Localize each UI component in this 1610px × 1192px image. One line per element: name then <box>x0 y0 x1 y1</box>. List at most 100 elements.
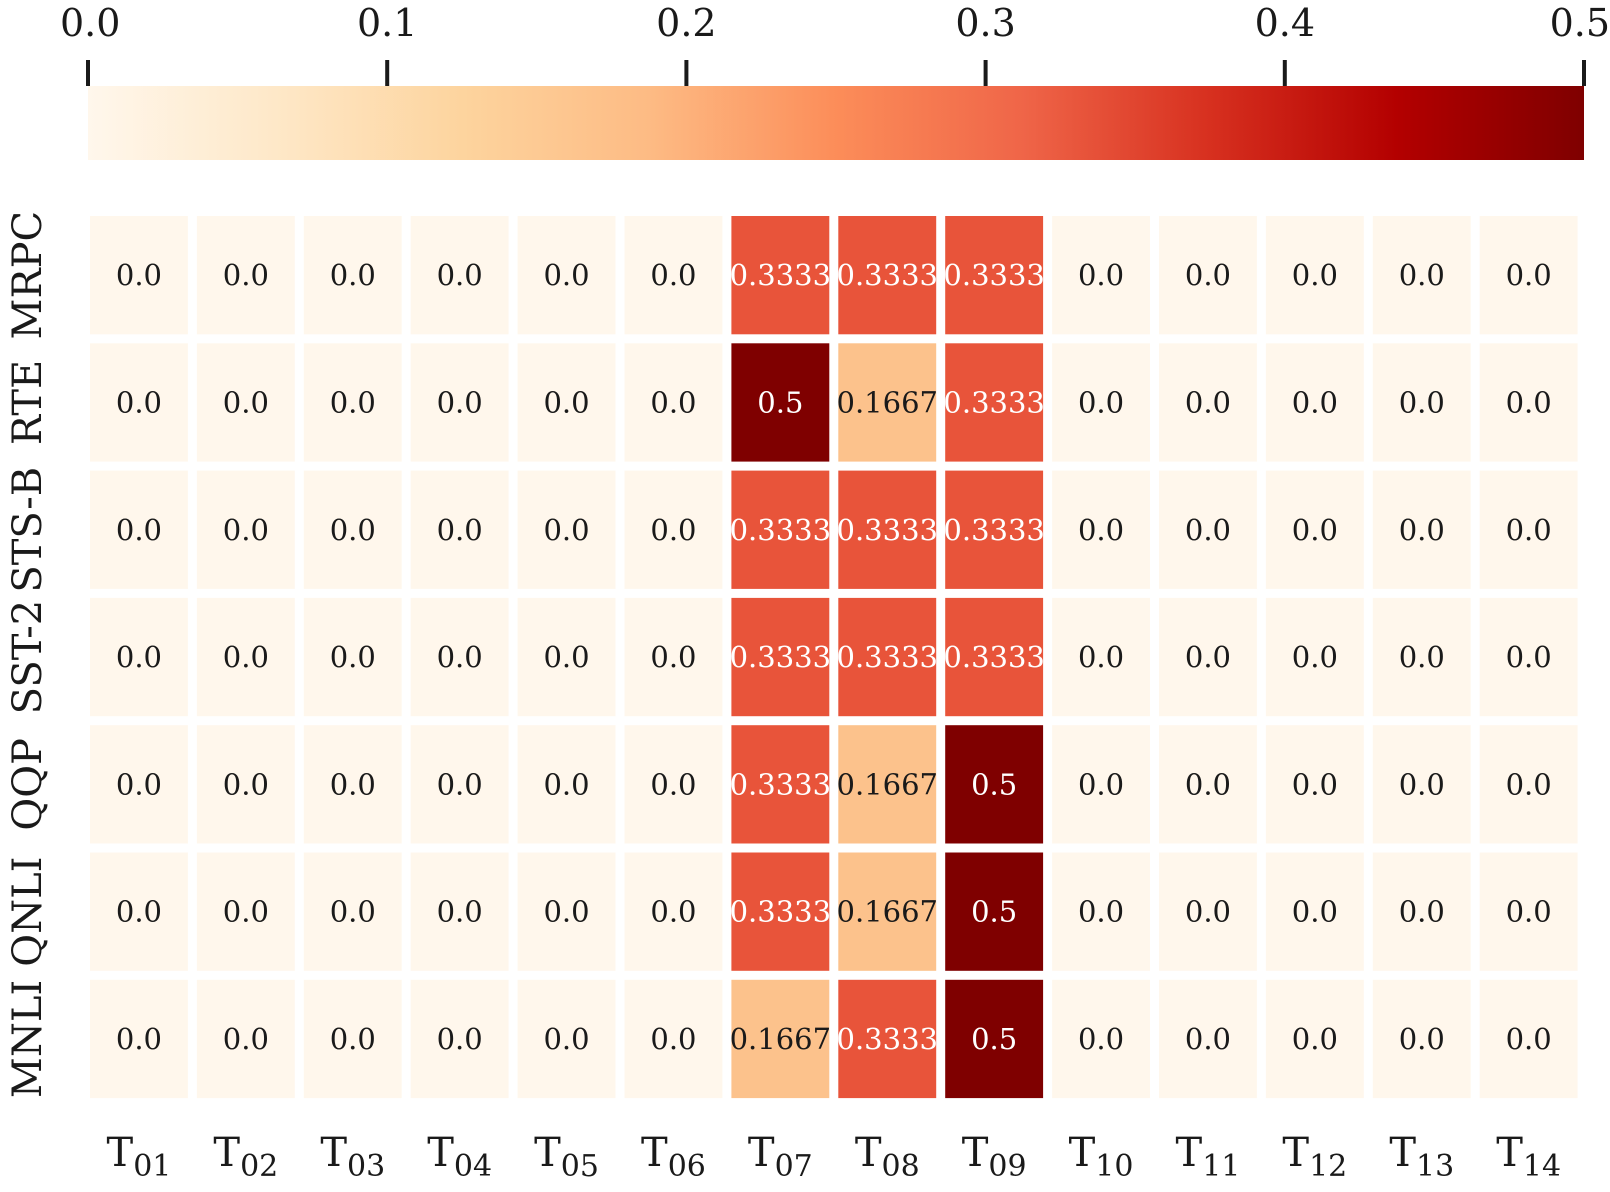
cell-value-label: 0.0 <box>437 895 483 929</box>
colorbar-tick-label: 0.1 <box>357 1 417 45</box>
cell-value-label: 0.0 <box>116 895 162 929</box>
heatmap-cell <box>1479 725 1578 844</box>
row-label: SST-2 <box>5 600 51 715</box>
cell-value-label: 0.0 <box>1078 767 1124 801</box>
cell-value-label: 0.1667 <box>837 767 938 801</box>
cell-value-label: 0.0 <box>223 767 269 801</box>
cell-value-label: 0.0 <box>543 513 589 547</box>
heatmap-cell <box>1265 979 1364 1099</box>
heatmap-cell <box>1372 343 1471 462</box>
cell-value-label: 0.0 <box>1078 385 1124 419</box>
cell-value-label: 0.0 <box>1185 767 1231 801</box>
heatmap-cell <box>1052 470 1150 589</box>
colorbar: 0.0 0.1 0.2 0.3 0.4 0.5 <box>60 1 1610 160</box>
heatmap-cell <box>838 470 937 589</box>
cell-value-label: 0.0 <box>543 385 589 419</box>
cell-value-label: 0.0 <box>543 258 589 292</box>
heatmap-cell <box>410 597 509 717</box>
cell-value-label: 0.0 <box>1506 258 1552 292</box>
cell-value-label: 0.0 <box>437 385 483 419</box>
cell-value-label: 0.5 <box>971 1022 1017 1056</box>
cell-value-label: 0.0 <box>1506 895 1552 929</box>
heatmap-cell <box>90 597 188 717</box>
heatmap-cell <box>945 343 1044 462</box>
heatmap-cell <box>838 216 937 335</box>
heatmap-cell <box>838 852 937 971</box>
cell-value-label: 0.0 <box>1185 385 1231 419</box>
cell-value-label: 0.0 <box>1185 895 1231 929</box>
heatmap-cell <box>410 216 509 335</box>
cell-value-label: 0.0 <box>1078 258 1124 292</box>
cell-value-label: 0.0 <box>1292 1022 1338 1056</box>
cell-value-label: 0.3333 <box>943 258 1044 292</box>
cell-value-label: 0.0 <box>116 767 162 801</box>
heatmap-cell <box>731 852 830 971</box>
row-label: MNLI <box>5 980 51 1098</box>
heatmap-cell <box>410 343 509 462</box>
cell-value-label: 0.0 <box>650 767 696 801</box>
heatmap-cell <box>410 979 509 1099</box>
cell-value-label: 0.0 <box>116 513 162 547</box>
cell-value-label: 0.0 <box>1399 767 1445 801</box>
heatmap-cell <box>196 979 295 1099</box>
heatmap-cell <box>1479 979 1578 1099</box>
cell-value-label: 0.0 <box>437 767 483 801</box>
heatmap-cell <box>1372 725 1471 844</box>
heatmap-cell <box>1372 979 1471 1099</box>
heatmap-cell <box>945 597 1044 717</box>
cell-value-label: 0.3333 <box>837 258 938 292</box>
heatmap-cell <box>1265 216 1364 335</box>
heatmap-cell <box>303 216 402 335</box>
heatmap-cell <box>517 725 616 844</box>
heatmap-cell <box>1479 216 1578 335</box>
heatmap-cell <box>1372 470 1471 589</box>
cell-value-label: 0.0 <box>437 640 483 674</box>
heatmap-cell <box>410 725 509 844</box>
cell-value-label: 0.0 <box>1292 258 1338 292</box>
cell-value-label: 0.0 <box>1399 640 1445 674</box>
heatmap-cell <box>410 852 509 971</box>
heatmap-cell <box>945 852 1044 971</box>
heatmap-cell <box>1159 725 1257 844</box>
heatmap-cell <box>517 216 616 335</box>
cell-value-label: 0.3333 <box>943 385 1044 419</box>
heatmap-cell <box>624 343 723 462</box>
heatmap-cell <box>1372 597 1471 717</box>
cell-value-label: 0.0 <box>1292 640 1338 674</box>
cell-value-label: 0.0 <box>1399 1022 1445 1056</box>
cell-value-label: 0.0 <box>1078 640 1124 674</box>
cell-value-label: 0.3333 <box>943 640 1044 674</box>
cell-value-label: 0.0 <box>223 1022 269 1056</box>
heatmap-cell <box>1159 470 1257 589</box>
cell-value-label: 0.5 <box>757 385 803 419</box>
heatmap-cell <box>1052 597 1150 717</box>
cell-value-label: 0.0 <box>543 895 589 929</box>
cell-value-label: 0.0 <box>223 258 269 292</box>
cell-value-label: 0.0 <box>1399 513 1445 547</box>
column-label: T05 <box>534 1130 599 1184</box>
cell-value-label: 0.0 <box>330 258 376 292</box>
colorbar-tick-label: 0.2 <box>656 1 716 45</box>
cell-value-label: 0.0 <box>543 767 589 801</box>
cell-value-label: 0.0 <box>1506 513 1552 547</box>
column-label: T04 <box>427 1130 492 1184</box>
column-label: T14 <box>1496 1130 1561 1184</box>
cell-value-label: 0.0 <box>650 1022 696 1056</box>
cell-value-label: 0.0 <box>1078 1022 1124 1056</box>
heatmap-cell <box>517 597 616 717</box>
heatmap-cell <box>1372 216 1471 335</box>
cell-value-label: 0.3333 <box>943 513 1044 547</box>
cell-value-label: 0.0 <box>1506 1022 1552 1056</box>
cell-value-label: 0.0 <box>330 1022 376 1056</box>
heatmap-cell <box>1052 852 1150 971</box>
heatmap-cell <box>1052 979 1150 1099</box>
heatmap-cell <box>838 597 937 717</box>
heatmap-cell <box>838 725 937 844</box>
heatmap-cell <box>731 216 830 335</box>
row-labels: MRPC RTE STS-B SST-2 QQP QNLI MNLI <box>5 211 51 1098</box>
cell-value-label: 0.0 <box>1292 385 1338 419</box>
row-label: MRPC <box>5 211 51 340</box>
heatmap-cell <box>517 343 616 462</box>
heatmap-cell <box>945 470 1044 589</box>
